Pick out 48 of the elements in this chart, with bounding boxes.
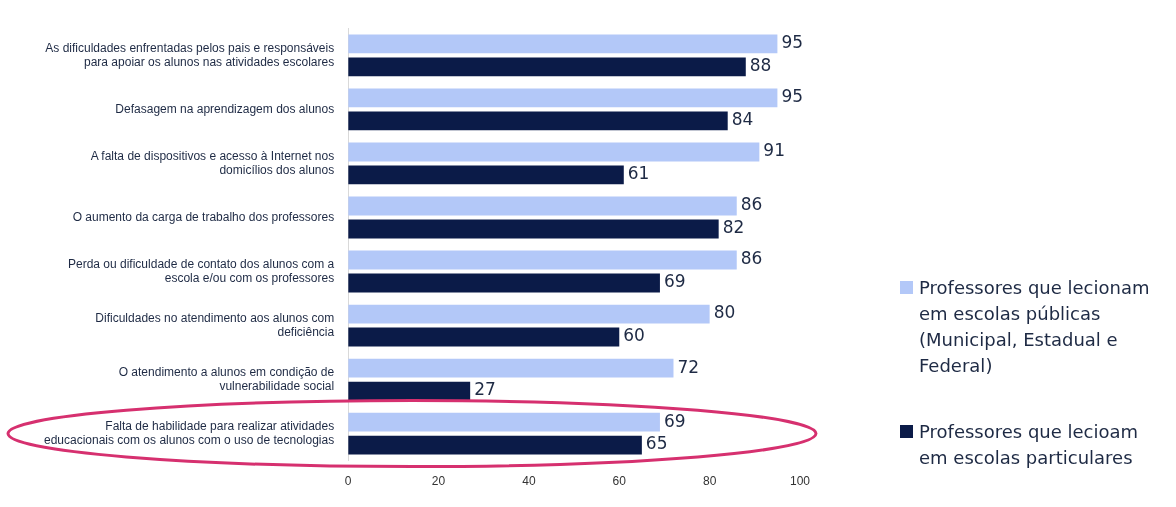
data-label: 88 xyxy=(749,55,772,76)
bar xyxy=(348,196,737,216)
y-tick-label: Dificuldades no atendimento aos alunos com deficiência xyxy=(95,310,335,340)
data-label: 27 xyxy=(474,379,496,400)
bar xyxy=(348,435,642,455)
y-tick-label: O atendimento a alunos em condição de vulnerabilidade social xyxy=(118,364,335,394)
y-tick-label: Perda ou dificuldade de contato dos alunos com a escola e/ou com os professores xyxy=(67,256,335,286)
bar xyxy=(348,142,760,162)
y-tick-label: Defasagem na aprendizagem dos alunos xyxy=(115,101,335,116)
data-label: 86 xyxy=(740,248,763,269)
bar xyxy=(348,273,660,293)
data-label: 84 xyxy=(731,109,754,130)
bar xyxy=(348,381,471,401)
x-tick-label: 20 xyxy=(431,474,446,489)
y-tick-label: Falta de habilidade para realizar atividades educacionais com os alunos com o uso de tecnologias xyxy=(43,418,335,448)
bar xyxy=(348,34,778,54)
data-label: 82 xyxy=(722,217,745,238)
data-label: 95 xyxy=(781,32,804,53)
legend-label: Professores que lecionam em escolas públicas (Municipal, Estadual e Federal) xyxy=(919,276,1151,378)
data-label: 72 xyxy=(677,356,700,377)
x-tick-label: 80 xyxy=(702,474,717,489)
x-tick-label: 100 xyxy=(789,474,811,489)
bar xyxy=(348,88,778,108)
y-tick-label: As dificuldades enfrentadas pelos pais e responsáveis para apoiar os alunos nas atividades escolares xyxy=(45,40,335,69)
bar xyxy=(348,358,674,378)
data-label: 91 xyxy=(763,140,785,161)
bar xyxy=(348,111,728,131)
legend-label: Professores que lecioam em escolas particulares xyxy=(919,420,1140,470)
x-tick-label: 60 xyxy=(612,474,627,489)
x-tick-label: 40 xyxy=(522,474,536,489)
data-label: 86 xyxy=(740,194,763,215)
bar xyxy=(348,412,660,432)
y-tick-label: O aumento da carga de trabalho dos professores xyxy=(72,209,335,224)
y-tick-label: A falta de dispositivos e acesso à Internet nos domicílios dos alunos xyxy=(90,148,335,177)
data-label: 60 xyxy=(623,325,645,346)
data-label: 69 xyxy=(663,410,686,431)
data-label: 61 xyxy=(627,163,650,184)
bar xyxy=(348,327,620,347)
data-label: 95 xyxy=(781,86,804,107)
data-label: 80 xyxy=(713,302,736,323)
x-tick-label: 0 xyxy=(344,474,352,489)
bar xyxy=(348,250,737,270)
bar xyxy=(348,219,719,239)
bar xyxy=(348,165,624,185)
data-label: 69 xyxy=(663,271,686,292)
bar xyxy=(348,304,710,324)
bar xyxy=(348,57,746,77)
data-label: 65 xyxy=(645,433,668,454)
